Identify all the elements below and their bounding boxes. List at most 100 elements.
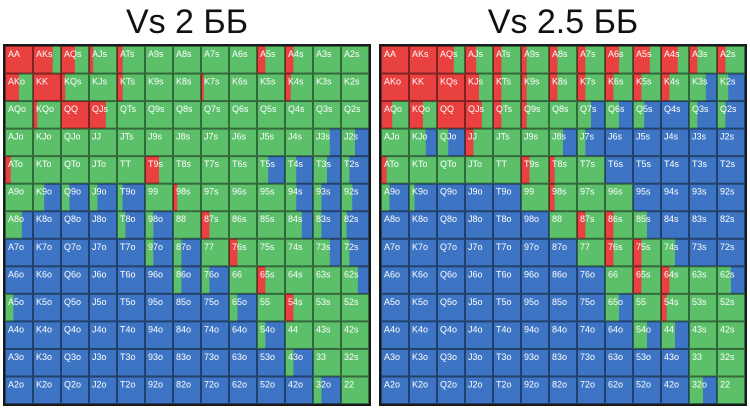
hand-cell-97s: 97s (577, 183, 606, 212)
hand-label: 92o (148, 379, 163, 389)
cell-border (201, 183, 229, 212)
hand-label: 75o (580, 297, 595, 307)
fold-segment (181, 238, 202, 267)
raise-segment (577, 73, 586, 102)
call-segment (521, 183, 550, 212)
call-segment (669, 73, 690, 102)
cell-border (689, 183, 717, 212)
raise-segment (437, 101, 466, 129)
hand-cell-K9o: K9o (409, 183, 438, 212)
hand-cell-QJo: QJo (437, 128, 466, 157)
hand-cell-QJo: QJo (61, 128, 90, 157)
hand-label: ATs (496, 49, 511, 59)
hand-cell-T4o: T4o (493, 321, 522, 349)
hand-cell-Q8s: Q8s (549, 101, 578, 129)
hand-label: 72o (580, 379, 595, 389)
cell-border (285, 183, 313, 212)
hand-label: 65o (232, 297, 247, 307)
call-segment (409, 183, 415, 212)
cell-border (229, 238, 257, 267)
call-segment (5, 293, 14, 322)
cell-border (409, 348, 437, 377)
cell-border (257, 293, 285, 322)
hand-label: T4o (120, 324, 136, 334)
fold-segment (296, 156, 314, 184)
cell-border (633, 376, 661, 404)
hand-label: ATo (384, 159, 399, 169)
hand-cell-76o: 76o (201, 266, 230, 294)
cell-border (493, 266, 521, 294)
call-segment (677, 46, 690, 74)
hand-cell-KJo: KJo (33, 128, 62, 157)
hand-cell-42o: 42o (661, 376, 690, 404)
call-segment (89, 128, 118, 157)
call-segment (381, 183, 390, 212)
hand-cell-QJs: QJs (89, 101, 118, 129)
fold-segment (661, 183, 690, 212)
hand-cell-76s: 76s (605, 238, 634, 267)
hand-label: T7s (580, 159, 596, 169)
cell-border (313, 183, 341, 212)
hand-label: 43s (316, 324, 331, 334)
call-segment (481, 101, 494, 129)
fold-segment (409, 293, 438, 322)
cell-border (229, 376, 257, 404)
cell-border (257, 266, 285, 294)
cell-border (717, 101, 745, 129)
cell-border (201, 348, 229, 377)
hand-cell-T5o: T5o (117, 293, 146, 322)
call-segment (265, 46, 286, 74)
fold-segment (409, 211, 438, 239)
hand-label: 32o (316, 379, 331, 389)
cell-border (229, 128, 257, 157)
hand-cell-J8o: J8o (465, 211, 494, 239)
cell-border (437, 266, 465, 294)
hand-label: Q8s (176, 104, 193, 114)
call-segment (669, 266, 690, 294)
fold-segment (675, 321, 690, 349)
hand-cell-QTo: QTo (437, 156, 466, 184)
hand-label: 76o (204, 269, 219, 279)
hand-label: A8o (384, 214, 400, 224)
raise-segment (521, 73, 527, 102)
call-segment (229, 128, 258, 157)
hand-label: T2s (344, 159, 360, 169)
cell-border (437, 128, 465, 157)
hand-label: T4o (496, 324, 512, 334)
hand-cell-85s: 85s (257, 211, 286, 239)
hand-grid-svg: AA AKs AQs AJs ATs A9s A8s A7s A6s A5s A4s A3s A2s AK… (381, 46, 745, 404)
fold-segment (33, 293, 62, 322)
hand-cell-K5s: K5s (633, 73, 662, 102)
hand-label: AJo (384, 132, 400, 142)
hand-cell-A8o: A8o (5, 211, 34, 239)
cell-border (145, 73, 173, 102)
hand-cell-94o: 94o (521, 321, 550, 349)
hand-cell-T3o: T3o (117, 348, 146, 377)
hand-cell-T4s: T4s (661, 156, 690, 184)
hand-cell-Q7o: Q7o (437, 238, 466, 267)
fold-segment (33, 238, 62, 267)
hand-label: 86s (608, 214, 623, 224)
hand-cell-K2o: K2o (409, 376, 438, 404)
fold-segment (5, 321, 34, 349)
hand-cell-K8s: K8s (549, 73, 578, 102)
hand-label: K8o (412, 214, 428, 224)
hand-cell-33: 33 (313, 348, 342, 377)
hand-label: 94s (288, 187, 303, 197)
hand-cell-JTs: JTs (117, 128, 146, 157)
hand-label: 96s (232, 187, 247, 197)
raise-segment (437, 73, 466, 102)
call-segment (529, 156, 550, 184)
hand-label: AJs (92, 49, 108, 59)
fold-segment (437, 238, 466, 267)
hand-label: K2o (36, 379, 52, 389)
hand-label: Q4o (64, 324, 81, 334)
hand-cell-74o: 74o (577, 321, 606, 349)
call-segment (526, 46, 550, 74)
cell-border (521, 46, 549, 74)
call-segment (33, 156, 62, 184)
fold-segment (61, 266, 90, 294)
fold-segment (61, 238, 90, 267)
hand-label: 93s (692, 187, 707, 197)
hand-cell-75o: 75o (577, 293, 606, 322)
